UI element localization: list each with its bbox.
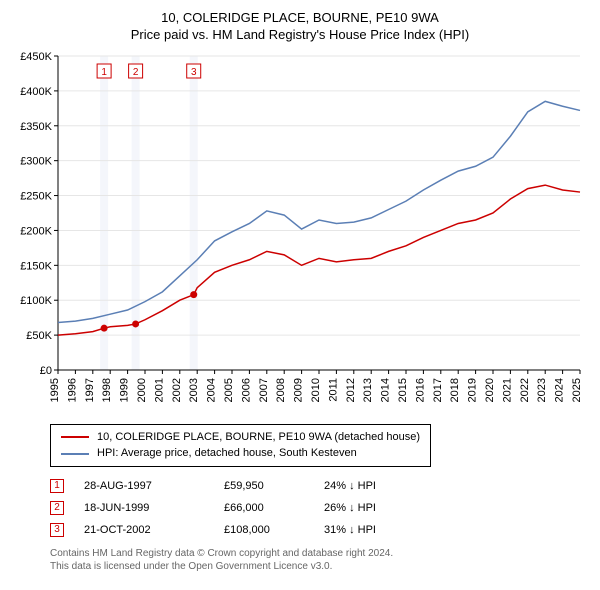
svg-text:£100K: £100K (20, 295, 52, 307)
svg-text:2000: 2000 (136, 378, 148, 402)
svg-text:2002: 2002 (171, 378, 183, 402)
svg-text:£450K: £450K (20, 51, 52, 63)
svg-text:2010: 2010 (310, 378, 322, 402)
svg-text:2023: 2023 (536, 378, 548, 402)
svg-text:1997: 1997 (84, 378, 96, 402)
svg-text:1998: 1998 (101, 378, 113, 402)
transaction-date: 21-OCT-2002 (84, 524, 224, 536)
svg-text:1996: 1996 (66, 378, 78, 402)
svg-text:2014: 2014 (380, 378, 392, 402)
svg-text:£200K: £200K (20, 225, 52, 237)
svg-text:2017: 2017 (432, 378, 444, 402)
transaction-price: £108,000 (224, 524, 324, 536)
legend-swatch (61, 436, 89, 438)
svg-text:£400K: £400K (20, 86, 52, 98)
svg-text:£350K: £350K (20, 121, 52, 133)
transaction-delta: 26% ↓ HPI (324, 502, 376, 514)
svg-text:2020: 2020 (484, 378, 496, 402)
svg-text:1999: 1999 (119, 378, 131, 402)
legend-label: HPI: Average price, detached house, Sout… (97, 445, 357, 462)
transaction-date: 18-JUN-1999 (84, 502, 224, 514)
svg-text:£0: £0 (40, 365, 52, 377)
svg-text:2004: 2004 (206, 378, 218, 402)
footer-line2: This data is licensed under the Open Gov… (50, 560, 590, 573)
footer: Contains HM Land Registry data © Crown c… (50, 547, 590, 573)
svg-text:2006: 2006 (240, 378, 252, 402)
svg-text:2019: 2019 (467, 378, 479, 402)
legend-row: 10, COLERIDGE PLACE, BOURNE, PE10 9WA (d… (61, 429, 420, 446)
legend-label: 10, COLERIDGE PLACE, BOURNE, PE10 9WA (d… (97, 429, 420, 446)
transaction-delta: 31% ↓ HPI (324, 524, 376, 536)
chart: £0 £50K £100K £150K £200K £250K £300K £350K £400… (10, 50, 590, 410)
svg-text:2022: 2022 (519, 378, 531, 402)
svg-text:2003: 2003 (188, 378, 200, 402)
svg-text:£50K: £50K (26, 330, 52, 342)
svg-text:£300K: £300K (20, 155, 52, 167)
transaction-badge: 1 (50, 479, 64, 493)
marker-label: 3 (191, 67, 197, 78)
transaction-price: £59,950 (224, 480, 324, 492)
transaction-row: 3 21-OCT-2002£108,00031% ↓ HPI (50, 519, 590, 541)
svg-text:2021: 2021 (501, 378, 513, 402)
svg-text:£250K: £250K (20, 190, 52, 202)
transaction-date: 28-AUG-1997 (84, 480, 224, 492)
legend-swatch (61, 453, 89, 455)
svg-text:2015: 2015 (397, 378, 409, 402)
svg-text:1995: 1995 (49, 378, 61, 402)
svg-text:2012: 2012 (345, 378, 357, 402)
title-line2: Price paid vs. HM Land Registry's House … (10, 27, 590, 44)
transaction-row: 2 18-JUN-1999£66,00026% ↓ HPI (50, 497, 590, 519)
series-subject-dot (190, 291, 197, 298)
chart-svg: £0 £50K £100K £150K £200K £250K £300K £350K £400… (10, 50, 590, 410)
legend: 10, COLERIDGE PLACE, BOURNE, PE10 9WA (d… (50, 424, 431, 467)
series-subject-dot (132, 320, 139, 327)
legend-row: HPI: Average price, detached house, Sout… (61, 445, 420, 462)
transaction-row: 1 28-AUG-1997£59,95024% ↓ HPI (50, 475, 590, 497)
transaction-badge: 3 (50, 523, 64, 537)
transaction-badge: 2 (50, 501, 64, 515)
svg-text:2007: 2007 (258, 378, 270, 402)
transaction-price: £66,000 (224, 502, 324, 514)
svg-text:2024: 2024 (554, 378, 566, 402)
marker-label: 1 (101, 67, 107, 78)
svg-text:£150K: £150K (20, 260, 52, 272)
svg-text:2011: 2011 (327, 378, 339, 402)
svg-text:2001: 2001 (153, 378, 165, 402)
marker-label: 2 (133, 67, 139, 78)
svg-text:2009: 2009 (293, 378, 305, 402)
svg-text:2025: 2025 (571, 378, 583, 402)
title-line1: 10, COLERIDGE PLACE, BOURNE, PE10 9WA (10, 10, 590, 27)
series-subject-dot (101, 324, 108, 331)
svg-text:2016: 2016 (414, 378, 426, 402)
svg-text:2005: 2005 (223, 378, 235, 402)
chart-page: 10, COLERIDGE PLACE, BOURNE, PE10 9WA Pr… (0, 0, 600, 590)
svg-text:2018: 2018 (449, 378, 461, 402)
transactions-table: 1 28-AUG-1997£59,95024% ↓ HPI 2 18-JUN-1999… (50, 475, 590, 541)
footer-line1: Contains HM Land Registry data © Crown c… (50, 547, 590, 560)
svg-text:2013: 2013 (362, 378, 374, 402)
svg-text:2008: 2008 (275, 378, 287, 402)
transaction-delta: 24% ↓ HPI (324, 480, 376, 492)
